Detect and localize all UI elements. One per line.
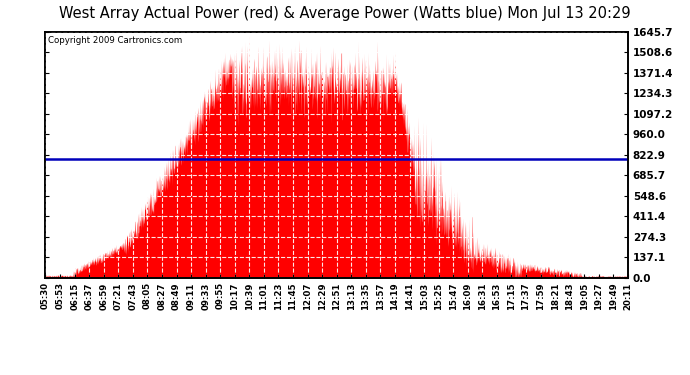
Text: Copyright 2009 Cartronics.com: Copyright 2009 Cartronics.com xyxy=(48,36,182,45)
Text: West Array Actual Power (red) & Average Power (Watts blue) Mon Jul 13 20:29: West Array Actual Power (red) & Average … xyxy=(59,6,631,21)
